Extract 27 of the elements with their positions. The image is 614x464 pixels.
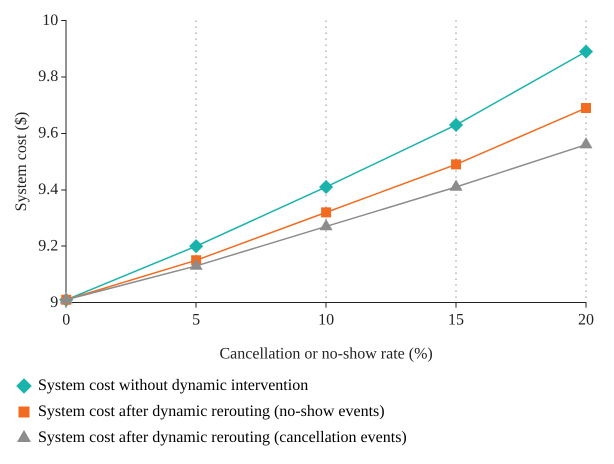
y-tick-label: 9	[50, 294, 58, 311]
point	[581, 103, 591, 114]
legend-label: System cost after dynamic rerouting (no-show events)	[38, 403, 385, 420]
x-tick-label: 0	[62, 311, 70, 328]
y-tick-label: 9.2	[38, 237, 58, 254]
y-tick-label: 9.4	[38, 181, 58, 198]
x-tick-label: 5	[192, 311, 200, 328]
point	[189, 239, 203, 253]
point	[449, 118, 463, 132]
point	[320, 220, 332, 230]
point	[321, 207, 332, 218]
x-tick-label: 15	[448, 311, 464, 328]
y-axis-title: System cost ($)	[12, 112, 30, 212]
point	[579, 44, 593, 58]
y-tick-label: 9.6	[38, 124, 58, 142]
x-axis-title: Cancellation or no-show rate (%)	[219, 346, 433, 363]
point	[190, 259, 202, 270]
point	[319, 180, 333, 194]
y-tick-label: 10	[42, 12, 58, 29]
legend-label: System cost after dynamic rerouting (cancellation events)	[38, 429, 407, 446]
y-tick-label: 9.8	[38, 68, 58, 86]
legend-label: System cost without dynamic intervention	[38, 377, 308, 394]
point	[580, 138, 592, 148]
point	[450, 180, 462, 191]
x-tick-label: 20	[578, 311, 594, 328]
point	[451, 159, 462, 170]
x-tick-label: 10	[318, 311, 334, 328]
